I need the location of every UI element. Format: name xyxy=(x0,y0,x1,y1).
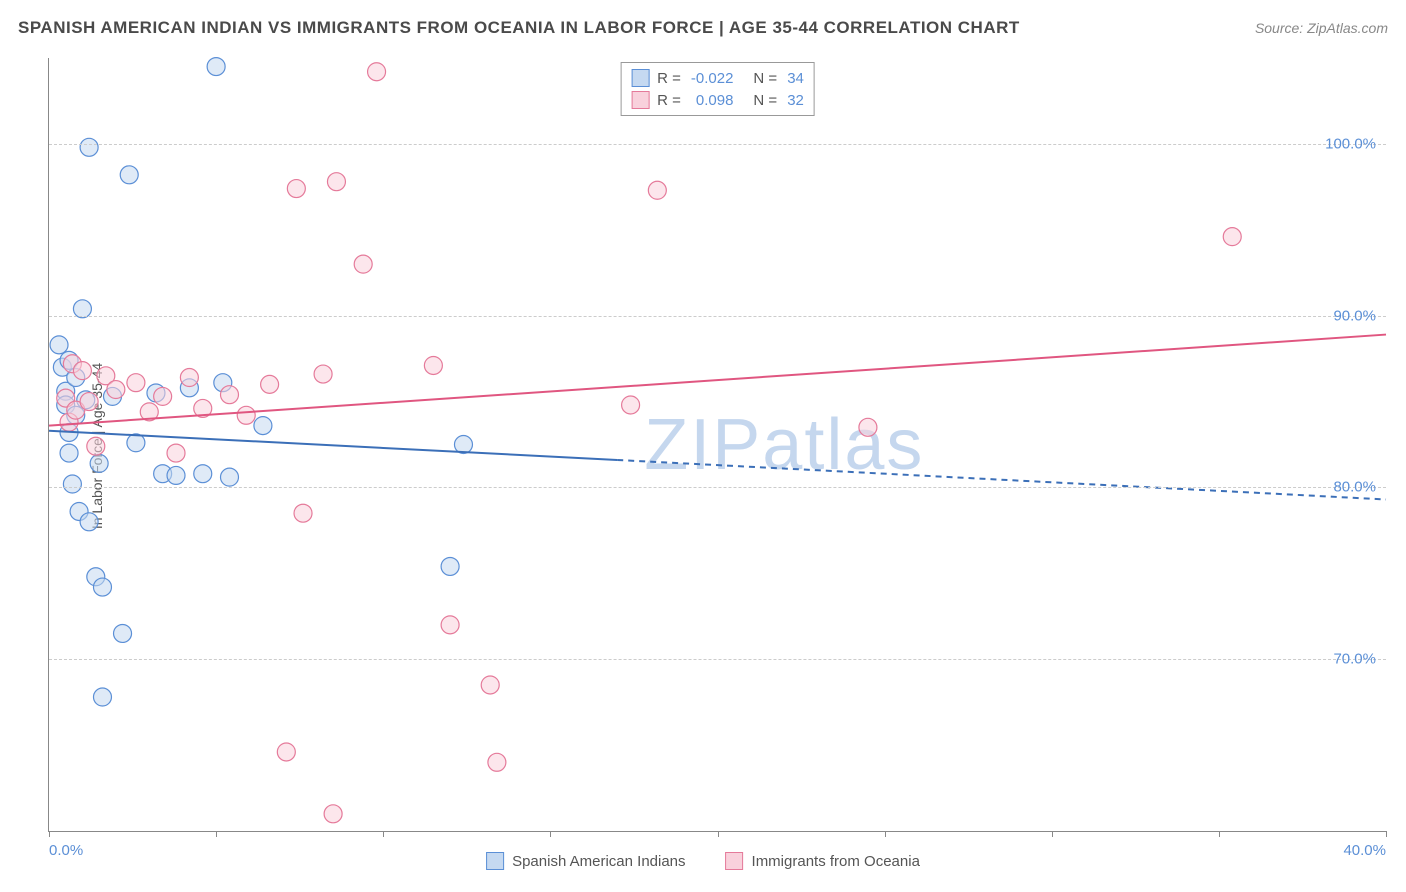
n-label: N = xyxy=(753,70,777,87)
gridline-h xyxy=(49,316,1386,317)
legend-item-series-1: Spanish American Indians xyxy=(486,852,685,870)
scatter-point xyxy=(488,753,506,771)
chart-header: SPANISH AMERICAN INDIAN VS IMMIGRANTS FR… xyxy=(18,18,1388,38)
scatter-point xyxy=(314,365,332,383)
x-tick-label: 40.0% xyxy=(1343,842,1386,859)
gridline-h xyxy=(49,144,1386,145)
legend-row-series-2: R = 0.098 N = 32 xyxy=(631,89,804,111)
scatter-point xyxy=(622,396,640,414)
scatter-point xyxy=(424,356,442,374)
y-tick-label: 70.0% xyxy=(1333,651,1376,668)
scatter-point xyxy=(354,255,372,273)
scatter-point xyxy=(73,362,91,380)
gridline-h xyxy=(49,487,1386,488)
scatter-point xyxy=(93,688,111,706)
gridline-h xyxy=(49,659,1386,660)
x-tick xyxy=(885,831,886,837)
scatter-point xyxy=(287,180,305,198)
scatter-point xyxy=(481,676,499,694)
scatter-point xyxy=(80,393,98,411)
scatter-point xyxy=(441,557,459,575)
legend-swatch-series-1 xyxy=(486,852,504,870)
n-value-1: 34 xyxy=(787,70,804,87)
scatter-point xyxy=(368,63,386,81)
scatter-point xyxy=(859,418,877,436)
scatter-point xyxy=(87,437,105,455)
scatter-point xyxy=(327,173,345,191)
r-label: R = xyxy=(657,70,681,87)
scatter-point xyxy=(63,475,81,493)
x-tick xyxy=(718,831,719,837)
chart-title: SPANISH AMERICAN INDIAN VS IMMIGRANTS FR… xyxy=(18,18,1020,38)
y-tick-label: 90.0% xyxy=(1333,307,1376,324)
legend-swatch-series-1 xyxy=(631,69,649,87)
scatter-point xyxy=(237,406,255,424)
legend-swatch-series-2 xyxy=(631,91,649,109)
y-tick-label: 100.0% xyxy=(1325,135,1376,152)
n-value-2: 32 xyxy=(787,92,804,109)
legend-row-series-1: R = -0.022 N = 34 xyxy=(631,67,804,89)
scatter-point xyxy=(167,466,185,484)
trend-line-dashed xyxy=(617,460,1386,500)
scatter-point xyxy=(324,805,342,823)
scatter-point xyxy=(294,504,312,522)
x-tick xyxy=(216,831,217,837)
correlation-legend: R = -0.022 N = 34 R = 0.098 N = 32 xyxy=(620,62,815,116)
r-value-1: -0.022 xyxy=(691,70,734,87)
scatter-plot-svg xyxy=(49,58,1386,831)
legend-item-series-2: Immigrants from Oceania xyxy=(726,852,920,870)
scatter-point xyxy=(1223,228,1241,246)
scatter-point xyxy=(120,166,138,184)
scatter-point xyxy=(648,181,666,199)
x-tick xyxy=(383,831,384,837)
scatter-point xyxy=(60,444,78,462)
scatter-point xyxy=(167,444,185,462)
x-tick-label: 0.0% xyxy=(49,842,83,859)
scatter-point xyxy=(93,578,111,596)
plot-area: ZIPatlas R = -0.022 N = 34 R = 0.098 N =… xyxy=(48,58,1386,832)
scatter-point xyxy=(50,336,68,354)
legend-label-1: Spanish American Indians xyxy=(512,853,685,870)
x-tick xyxy=(1052,831,1053,837)
scatter-point xyxy=(90,454,108,472)
scatter-point xyxy=(277,743,295,761)
x-tick xyxy=(1219,831,1220,837)
n-label: N = xyxy=(753,92,777,109)
scatter-point xyxy=(107,381,125,399)
legend-label-2: Immigrants from Oceania xyxy=(752,853,920,870)
scatter-point xyxy=(80,138,98,156)
scatter-point xyxy=(127,374,145,392)
scatter-point xyxy=(261,375,279,393)
x-tick xyxy=(1386,831,1387,837)
chart-container: SPANISH AMERICAN INDIAN VS IMMIGRANTS FR… xyxy=(0,0,1406,892)
r-label: R = xyxy=(657,92,681,109)
source-attribution: Source: ZipAtlas.com xyxy=(1255,20,1388,36)
series-legend: Spanish American Indians Immigrants from… xyxy=(486,852,920,870)
scatter-point xyxy=(207,58,225,76)
scatter-point xyxy=(221,468,239,486)
x-tick xyxy=(550,831,551,837)
legend-swatch-series-2 xyxy=(726,852,744,870)
trend-line xyxy=(49,335,1386,426)
scatter-point xyxy=(194,465,212,483)
y-tick-label: 80.0% xyxy=(1333,479,1376,496)
scatter-point xyxy=(180,369,198,387)
scatter-point xyxy=(80,513,98,531)
scatter-point xyxy=(154,387,172,405)
r-value-2: 0.098 xyxy=(696,92,734,109)
scatter-point xyxy=(254,417,272,435)
scatter-point xyxy=(221,386,239,404)
x-tick xyxy=(49,831,50,837)
scatter-point xyxy=(114,624,132,642)
scatter-point xyxy=(441,616,459,634)
